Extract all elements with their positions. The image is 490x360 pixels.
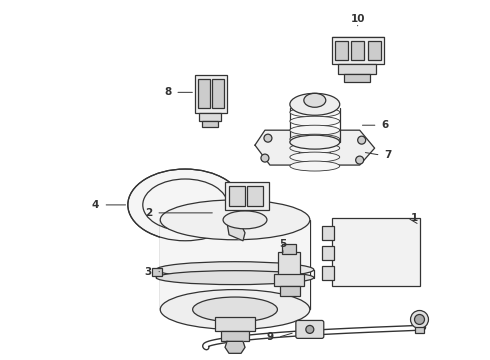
Polygon shape [227,223,245,241]
Text: 9: 9 [267,332,273,342]
Ellipse shape [160,289,310,329]
Text: 3: 3 [145,267,152,276]
Bar [202,121,218,127]
Ellipse shape [290,107,340,117]
Bar [415,328,424,333]
Text: 7: 7 [384,150,392,160]
Text: 6: 6 [381,120,388,130]
Ellipse shape [223,211,267,229]
Circle shape [306,325,314,333]
Bar [343,75,369,82]
Bar [225,182,269,210]
Bar [351,41,364,60]
Circle shape [415,315,424,324]
Bar [221,332,249,341]
Ellipse shape [128,169,243,241]
Circle shape [358,136,366,144]
Circle shape [356,156,364,164]
Bar [199,113,221,121]
Ellipse shape [290,116,340,126]
Ellipse shape [290,134,340,144]
Bar [322,266,334,280]
Bar [322,246,334,260]
Text: 5: 5 [279,239,287,249]
Bar [195,75,227,113]
Bar [282,244,296,254]
Polygon shape [225,341,245,353]
Bar [278,252,300,284]
Bar [212,80,224,108]
Bar [332,218,419,285]
Text: 2: 2 [145,208,152,218]
Bar [332,37,384,64]
Bar [215,318,255,332]
FancyBboxPatch shape [296,320,324,338]
Text: 8: 8 [165,87,172,97]
Text: 10: 10 [350,14,365,24]
Ellipse shape [290,93,340,115]
Bar [322,226,334,240]
Bar [229,186,245,206]
Ellipse shape [193,297,277,322]
Ellipse shape [290,135,340,149]
Ellipse shape [304,93,326,107]
Ellipse shape [156,271,314,285]
Polygon shape [255,130,375,165]
Circle shape [411,310,428,328]
Text: 1: 1 [411,213,418,223]
Ellipse shape [290,152,340,162]
Bar [338,64,376,75]
Bar [368,41,381,60]
Ellipse shape [156,262,314,278]
Ellipse shape [160,200,310,240]
Ellipse shape [290,161,340,171]
Circle shape [261,154,269,162]
Bar [160,220,310,310]
Bar [274,274,304,285]
Ellipse shape [290,125,340,135]
Bar [280,285,300,296]
Circle shape [264,134,272,142]
Bar [198,80,210,108]
Ellipse shape [299,141,331,159]
Bar [247,186,263,206]
Text: 4: 4 [92,200,99,210]
Bar [152,268,162,276]
Ellipse shape [290,143,340,153]
Bar [335,41,348,60]
